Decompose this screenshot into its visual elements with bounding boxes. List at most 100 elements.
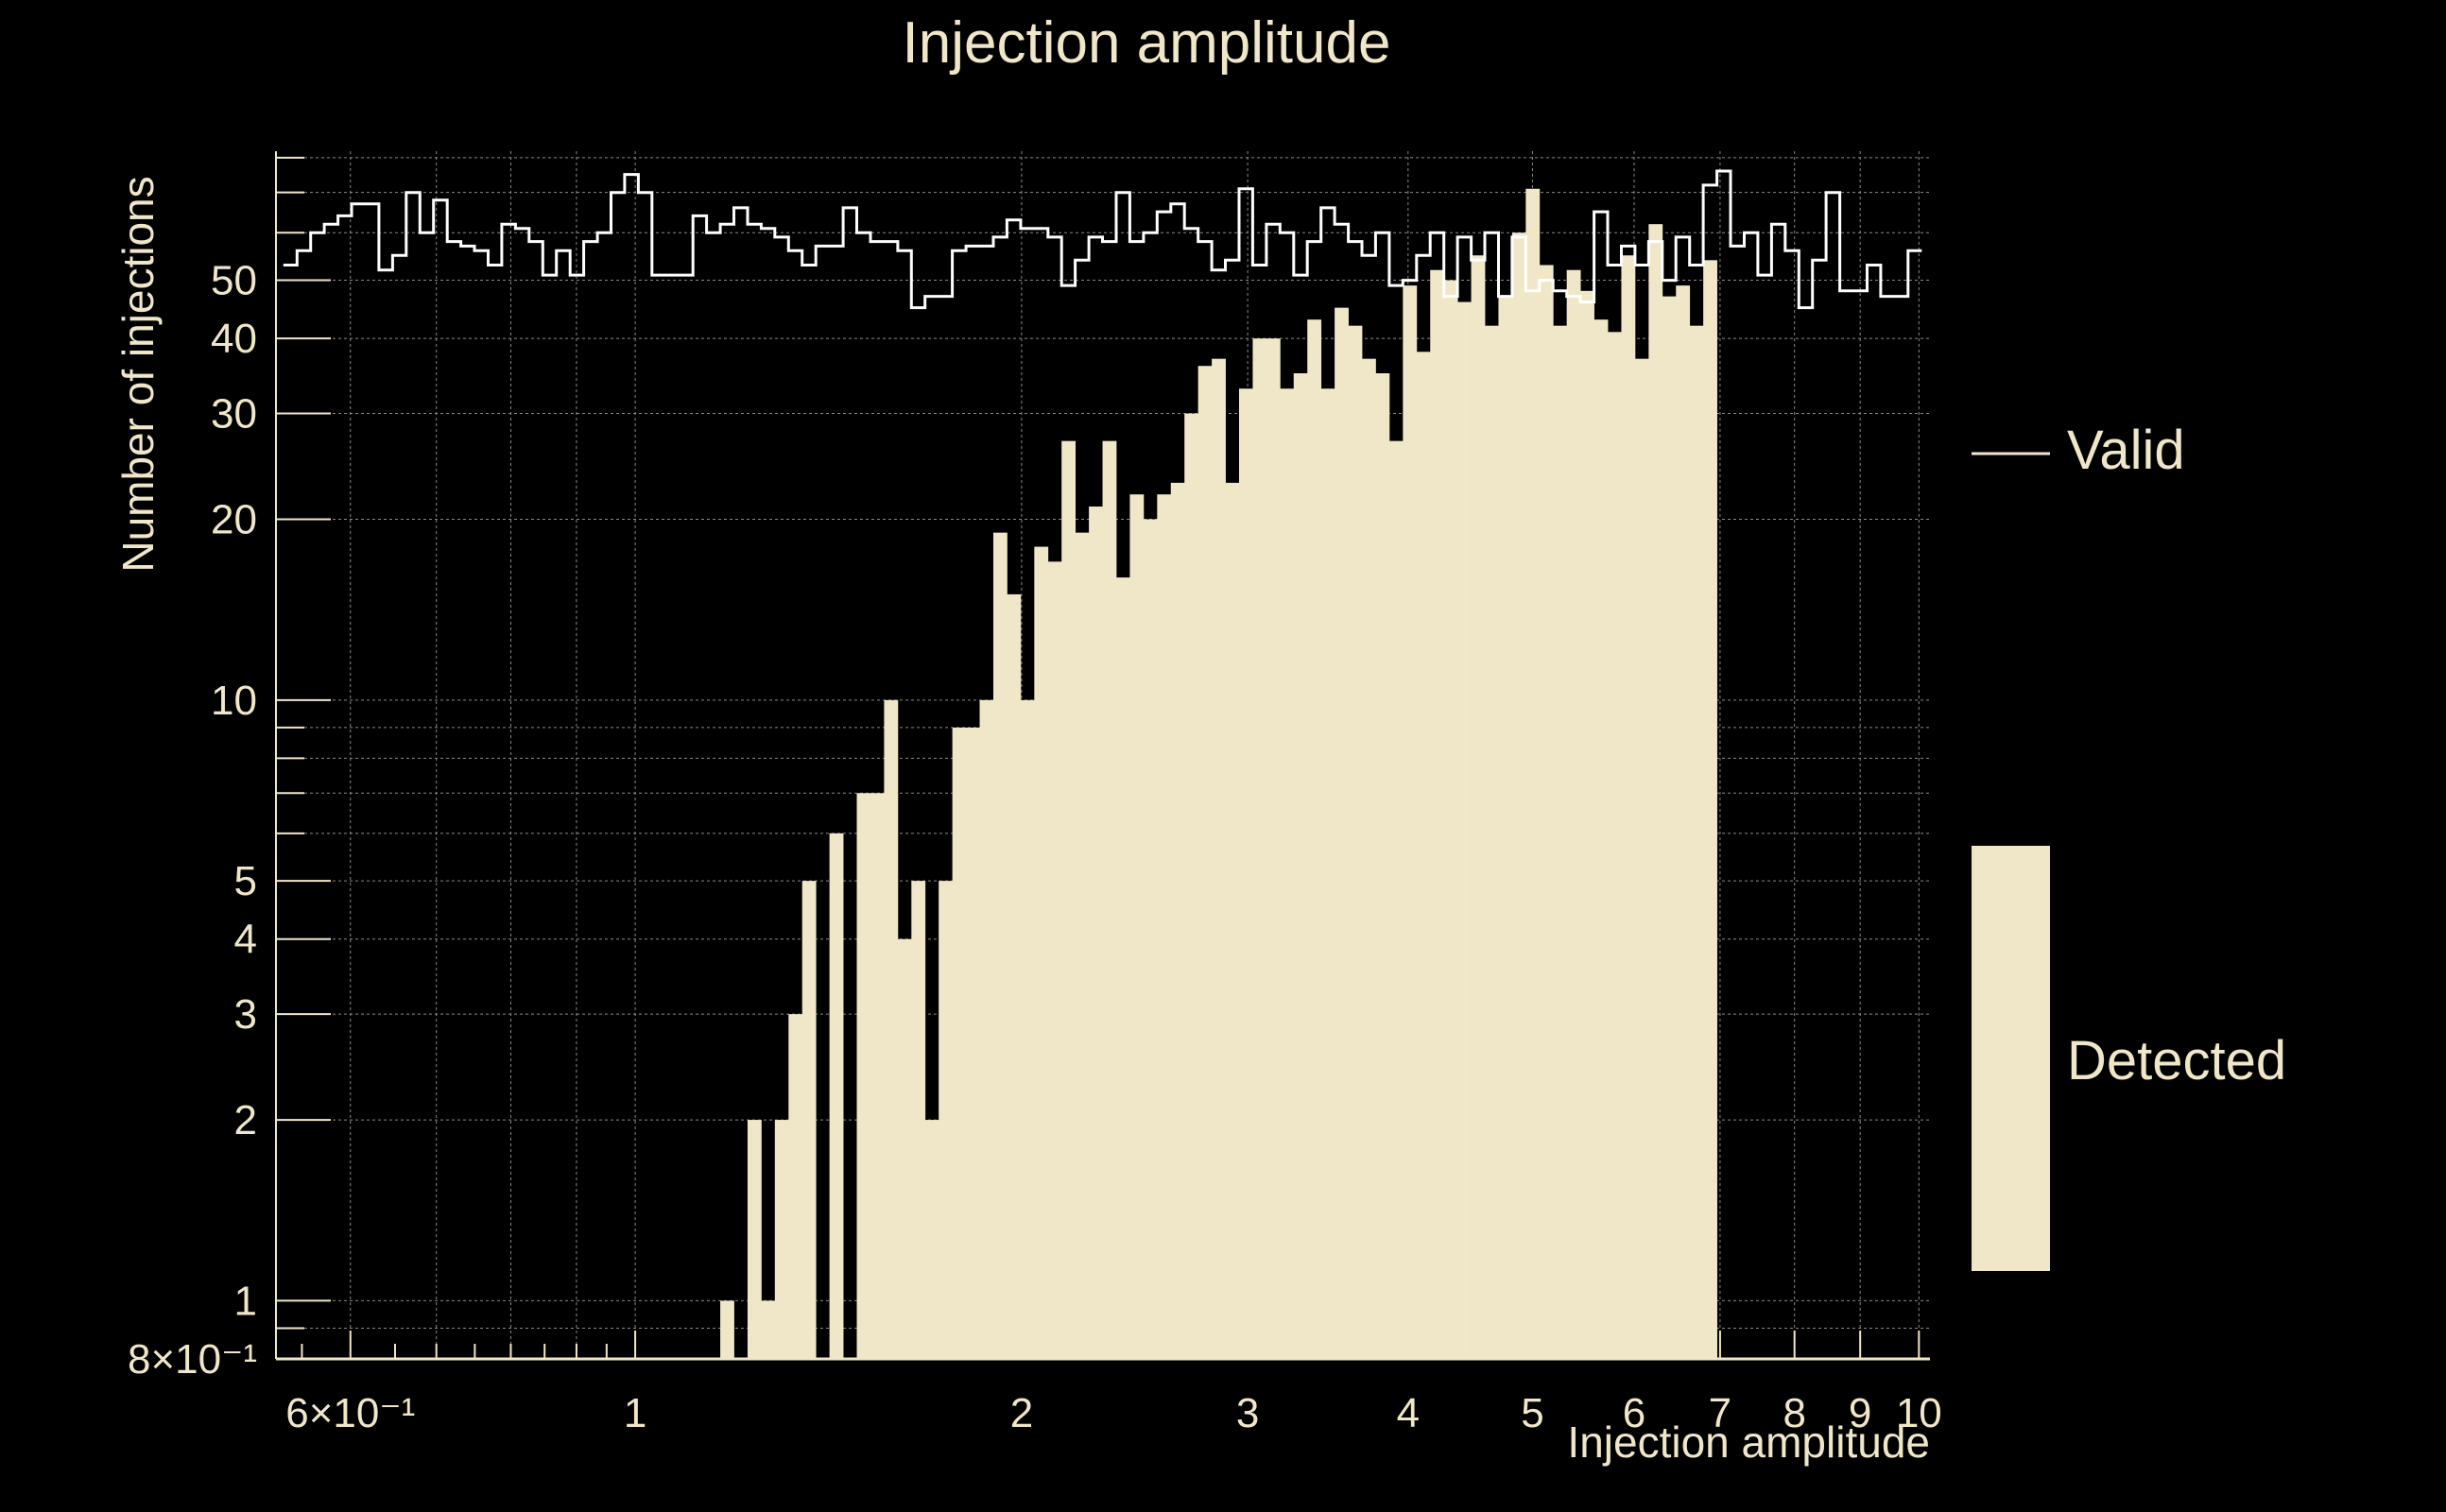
detected-bars <box>720 188 1717 1360</box>
legend-valid-label: Valid <box>2067 420 2185 481</box>
y-axis-label: Number of injections <box>113 176 163 572</box>
axes <box>275 151 1930 1361</box>
y-tick-label: 30 <box>211 391 257 438</box>
detected-bar <box>884 699 899 1359</box>
detected-bar <box>1676 285 1691 1360</box>
detected-bar <box>1608 332 1622 1359</box>
detected-bar <box>1388 440 1404 1359</box>
detected-bar <box>1293 373 1308 1360</box>
detected-bar <box>1703 260 1717 1359</box>
y-tick-label: 8×10⁻¹ <box>128 1336 257 1383</box>
detected-bar <box>1115 577 1130 1359</box>
detected-bar <box>1580 290 1594 1359</box>
x-tick-label: 2 <box>1010 1390 1033 1436</box>
detected-bar <box>1129 494 1145 1359</box>
detected-bar <box>897 938 912 1359</box>
x-tick-label: 3 <box>1236 1390 1259 1436</box>
detected-bar <box>1361 358 1376 1359</box>
detected-bar <box>1238 388 1253 1359</box>
detected-bar <box>1553 325 1568 1359</box>
detected-bar <box>1225 482 1240 1359</box>
detected-bar <box>1307 319 1322 1359</box>
x-tick-label: 6×10⁻¹ <box>285 1390 415 1436</box>
y-tick-label: 50 <box>211 258 257 304</box>
detected-bar <box>1320 388 1335 1359</box>
detected-bar <box>801 881 817 1359</box>
detected-bar <box>1266 338 1281 1360</box>
detected-bar <box>1621 255 1636 1360</box>
detected-bar <box>1457 301 1472 1359</box>
detected-bar <box>1403 285 1418 1360</box>
detected-bar <box>1539 265 1554 1360</box>
detected-bar <box>1648 224 1663 1360</box>
detected-bar <box>966 727 980 1359</box>
detected-bar <box>1566 269 1581 1359</box>
detected-bar <box>1525 188 1541 1360</box>
detected-bar <box>911 881 926 1359</box>
detected-bar <box>1430 269 1445 1359</box>
x-tick-label: 7 <box>1709 1390 1731 1436</box>
detected-bar <box>829 833 844 1359</box>
detected-bar <box>1471 255 1486 1360</box>
detected-bar <box>720 1300 734 1359</box>
detected-bar <box>1416 352 1431 1360</box>
detected-bar <box>1102 440 1117 1359</box>
detected-bar <box>1689 325 1704 1359</box>
detected-bar <box>1020 699 1035 1359</box>
detected-bar <box>1443 280 1458 1360</box>
x-tick-label: 8 <box>1783 1390 1805 1436</box>
x-tick-label: 6 <box>1623 1390 1645 1436</box>
detected-bar <box>1143 519 1158 1359</box>
detected-bar <box>939 881 954 1359</box>
x-tick-label: 1 <box>624 1390 646 1436</box>
detected-bar <box>761 1300 776 1359</box>
y-tick-label: 3 <box>234 991 257 1038</box>
detected-bar <box>747 1120 762 1359</box>
x-axis-label: Injection amplitude <box>1567 1418 1930 1467</box>
detected-bar <box>1007 593 1022 1359</box>
detected-bar <box>1634 358 1649 1359</box>
detected-bar <box>1511 232 1526 1359</box>
detected-bar <box>1485 325 1499 1359</box>
detected-bar <box>1047 561 1062 1359</box>
detected-bar <box>1212 358 1226 1359</box>
y-tick-label: 5 <box>234 858 257 904</box>
x-tick-label: 5 <box>1521 1390 1543 1436</box>
detected-bar <box>952 727 967 1359</box>
detected-bar <box>774 1120 789 1359</box>
detected-bar <box>1034 546 1049 1359</box>
detected-bar <box>1170 482 1185 1359</box>
y-tick-label: 1 <box>234 1278 257 1324</box>
detected-bar <box>1280 388 1295 1359</box>
detected-bar <box>1593 319 1609 1359</box>
y-tick-label: 4 <box>234 917 257 963</box>
legend-detected-swatch <box>1972 846 2050 1271</box>
detected-bar <box>924 1120 939 1359</box>
detected-bar <box>1197 366 1213 1360</box>
detected-bar <box>1348 325 1363 1359</box>
detected-bar <box>1662 296 1677 1359</box>
detected-bar <box>1498 296 1513 1359</box>
detected-bar <box>1157 494 1172 1359</box>
detected-bar <box>1335 307 1349 1360</box>
y-tick-label: 40 <box>211 316 257 362</box>
y-tick-label: 2 <box>234 1097 257 1143</box>
valid-step-line <box>283 169 1922 310</box>
tick-labels: 6×10⁻¹ 1 2 3 4 5 6 7 8 9 10 8×10⁻¹ 1 2 3 4 5 10 20 30 40 50 <box>128 258 1942 1436</box>
x-tick-label: 9 <box>1849 1390 1871 1436</box>
detected-bar <box>1075 532 1090 1359</box>
detected-bar <box>1184 413 1199 1359</box>
valid-series-line <box>283 169 1922 310</box>
detected-bar <box>979 699 994 1359</box>
detected-bar <box>992 532 1008 1359</box>
y-tick-label: 20 <box>211 496 257 542</box>
detected-bar <box>1375 373 1390 1360</box>
detected-bar <box>870 793 885 1359</box>
legend-detected-label: Detected <box>2067 1030 2286 1091</box>
detected-bar <box>856 793 871 1359</box>
detected-bar <box>788 1014 803 1359</box>
legend: Valid Detected <box>1972 420 2286 1271</box>
detected-bar <box>1252 338 1267 1360</box>
x-tick-label: 4 <box>1397 1390 1420 1436</box>
